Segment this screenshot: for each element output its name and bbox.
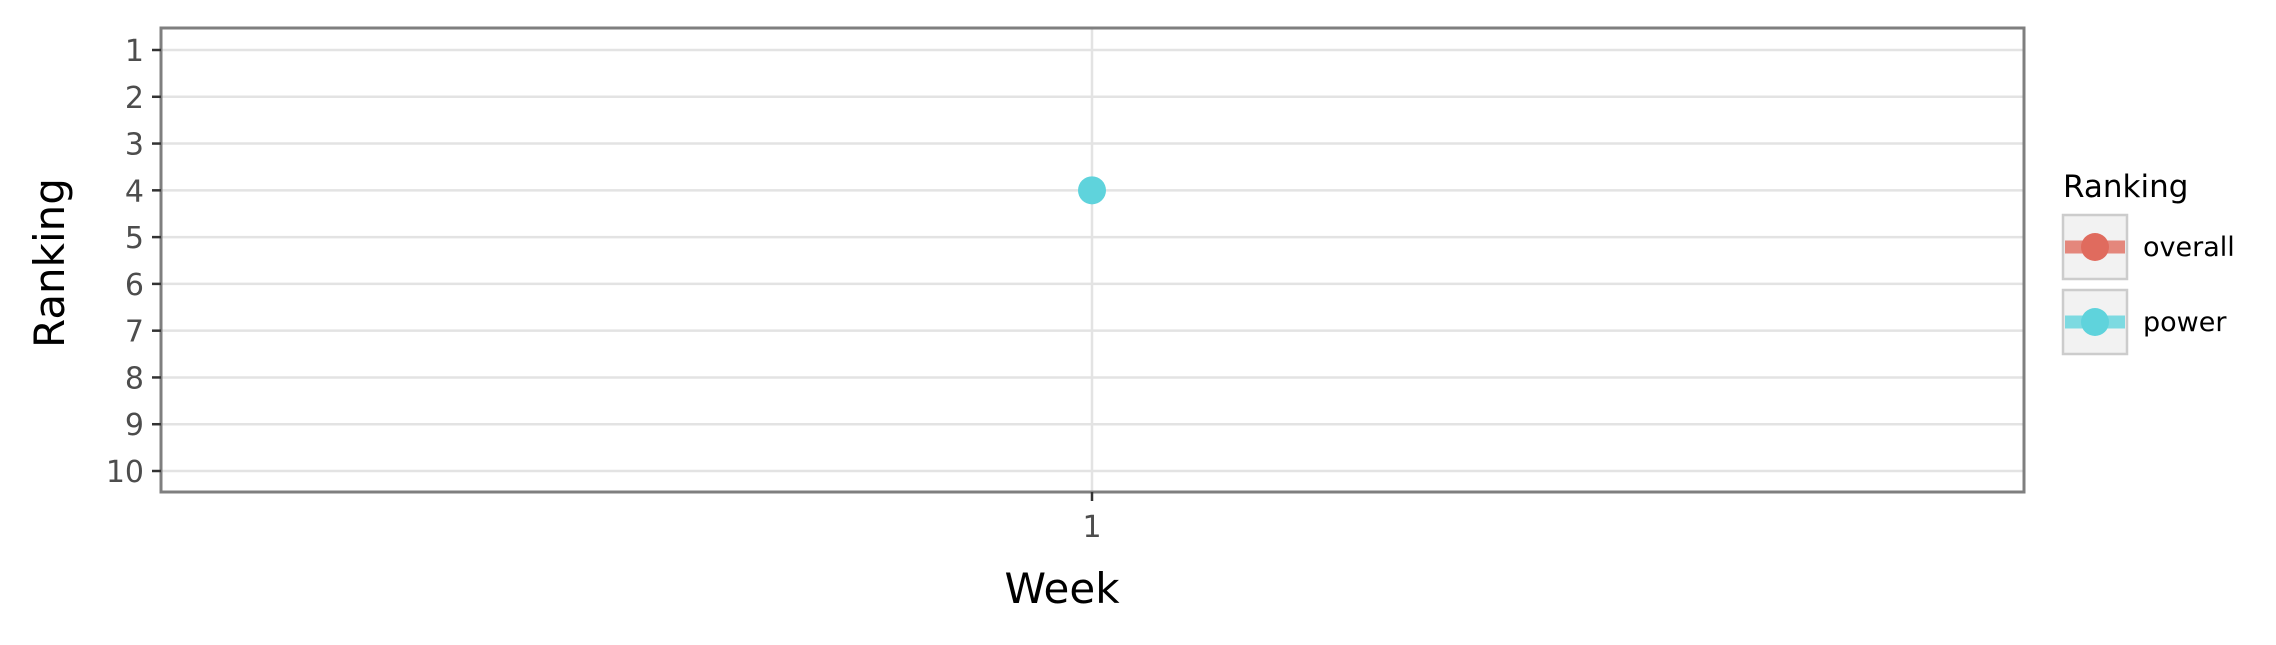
y-tick-label: 1 bbox=[125, 34, 144, 69]
data-point-power bbox=[1078, 176, 1106, 205]
legend-title: Ranking bbox=[2063, 169, 2188, 205]
y-tick-label: 9 bbox=[125, 408, 144, 443]
legend-label: power bbox=[2143, 307, 2227, 338]
legend-label: overall bbox=[2143, 232, 2235, 263]
x-axis-title: Week bbox=[1004, 564, 1120, 613]
y-tick-label: 7 bbox=[125, 315, 144, 350]
y-tick-label: 2 bbox=[125, 81, 144, 116]
y-tick-label: 6 bbox=[125, 268, 144, 303]
legend: Ranking overall power bbox=[2061, 169, 2235, 356]
y-tick-label: 4 bbox=[125, 174, 144, 209]
y-tick-label: 3 bbox=[125, 128, 144, 163]
points-layer bbox=[1078, 176, 1106, 205]
x-tick-label: 1 bbox=[1082, 510, 1101, 545]
y-tick-label: 10 bbox=[106, 455, 144, 490]
axis-layer: 1 2 3 4 5 6 7 8 9 10 1 bbox=[106, 34, 1102, 545]
grid-layer bbox=[161, 28, 2024, 492]
legend-key-point bbox=[2081, 308, 2109, 336]
y-tick-label: 5 bbox=[125, 221, 144, 256]
y-tick-label: 8 bbox=[125, 361, 144, 396]
legend-key-point bbox=[2081, 233, 2109, 261]
y-axis-title: Ranking bbox=[25, 178, 74, 348]
